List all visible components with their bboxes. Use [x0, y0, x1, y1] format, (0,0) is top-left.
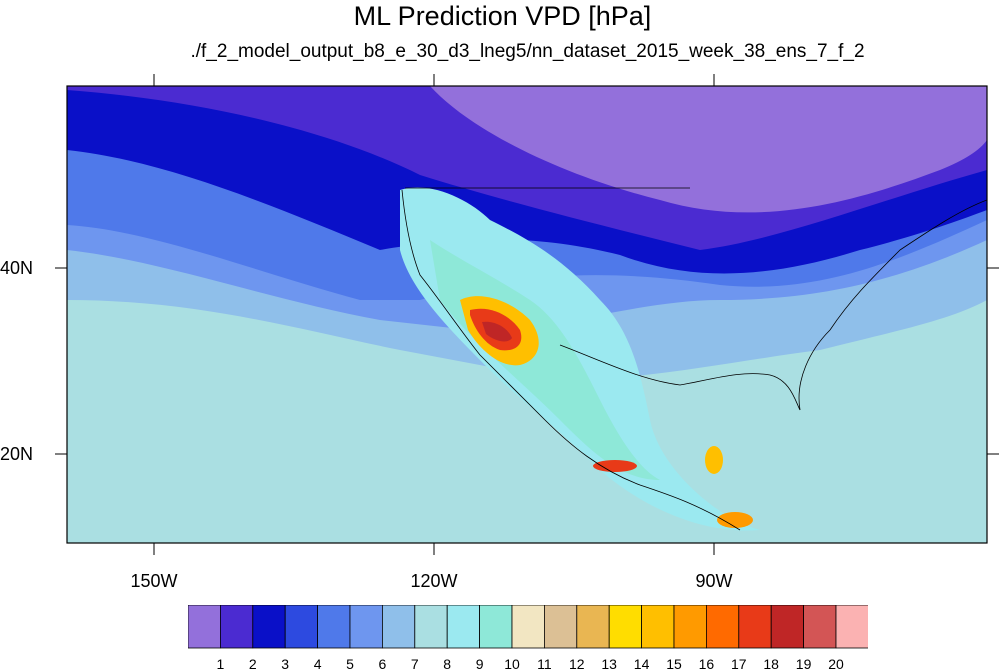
colorbar-swatch	[220, 605, 254, 649]
vpd-map	[55, 74, 999, 555]
field-hotspot-mexico	[593, 460, 637, 472]
colorbar-label: 9	[475, 656, 484, 672]
colorbar-swatch	[641, 605, 675, 649]
colorbar-swatch	[738, 605, 772, 649]
field-hotspot-central	[717, 512, 753, 528]
colorbar-swatch	[706, 605, 740, 649]
colorbar-label: 12	[569, 656, 585, 672]
field-hot-18	[482, 321, 512, 342]
colorbar-label: 17	[731, 656, 747, 672]
colorbar-label: 1	[216, 656, 225, 672]
colorbar-swatch	[803, 605, 837, 649]
lon-tick-150w: 150W	[130, 571, 178, 591]
colorbar-label: 7	[410, 656, 419, 672]
colorbar-label: 14	[633, 656, 650, 672]
plot-border	[66, 85, 988, 544]
colorbar-label: 20	[828, 656, 844, 672]
map-title: ML Prediction VPD [hPa]	[353, 1, 652, 31]
map-subtitle: ./f_2_model_output_b8_e_30_d3_lneg5/nn_d…	[190, 41, 865, 62]
colorbar-swatch	[835, 605, 868, 649]
colorbar-label: 10	[504, 656, 520, 672]
field-dry-west	[400, 187, 760, 531]
field-level-1	[430, 86, 987, 213]
colorbar-label: 4	[313, 656, 322, 672]
coastline-east	[798, 199, 987, 411]
colorbar-swatch	[446, 605, 481, 649]
colorbar-swatch	[511, 605, 545, 649]
colorbar-swatch	[770, 605, 805, 649]
axis-ticks	[55, 74, 999, 555]
coastline-gulf	[559, 344, 801, 411]
colorbar-label: 5	[346, 656, 354, 672]
colorbar-label: 15	[666, 656, 682, 672]
colorbar-label: 3	[281, 656, 290, 672]
colorbar-label: 6	[378, 656, 387, 672]
vpd-field	[67, 86, 987, 543]
colorbar-label: 16	[698, 656, 715, 672]
colorbar-swatch	[576, 605, 610, 649]
colorbar-swatch	[543, 605, 578, 649]
colorbar-swatch	[479, 605, 513, 649]
coastlines	[401, 187, 987, 531]
colorbar-swatch	[673, 605, 707, 649]
colorbar-swatch	[284, 605, 318, 649]
colorbar-label: 11	[537, 656, 552, 672]
lon-tick-90w: 90W	[695, 571, 733, 591]
colorbar-label: 19	[795, 656, 812, 672]
lat-tick-40n: 40N	[0, 258, 34, 278]
colorbar	[188, 605, 868, 649]
lat-tick-20n: 20N	[0, 444, 34, 464]
colorbar-swatch	[188, 605, 221, 649]
colorbar-label: 13	[601, 656, 617, 672]
colorbar-swatch	[252, 605, 286, 649]
colorbar-swatch	[608, 605, 643, 649]
field-hotspot-yucatan	[705, 446, 723, 474]
colorbar-label: 8	[443, 656, 452, 672]
colorbar-swatch	[317, 605, 351, 649]
coastline-west	[401, 189, 741, 531]
colorbar-label: 18	[763, 656, 779, 672]
colorbar-swatch	[414, 605, 448, 649]
lon-tick-120w: 120W	[410, 571, 458, 591]
colorbar-label: 2	[248, 656, 257, 672]
colorbar-swatch	[381, 605, 416, 649]
colorbar-swatch	[349, 605, 383, 649]
